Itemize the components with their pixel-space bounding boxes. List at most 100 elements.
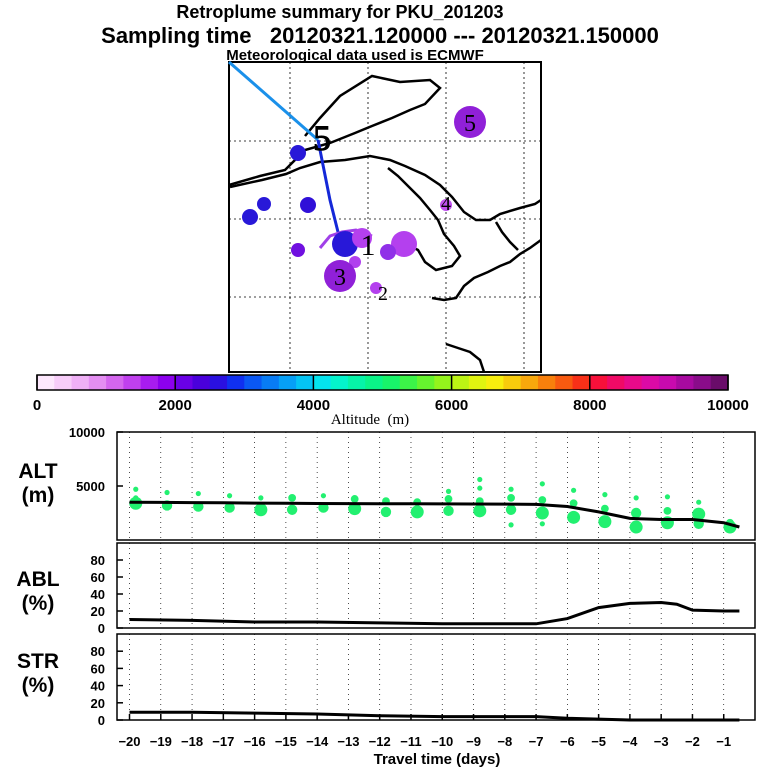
alt-point bbox=[505, 504, 517, 515]
colorbar-cell bbox=[693, 375, 712, 390]
alt-point bbox=[535, 506, 549, 520]
plume-marker bbox=[440, 199, 452, 211]
alt-point bbox=[195, 490, 201, 497]
alt-point bbox=[569, 499, 578, 508]
alt-point bbox=[630, 507, 642, 519]
colorbar-cell bbox=[209, 375, 228, 390]
alt-point bbox=[348, 502, 362, 516]
abl-ytick-label: 60 bbox=[91, 570, 105, 585]
x-tick-label: −9 bbox=[466, 734, 481, 749]
colorbar-cell bbox=[451, 375, 470, 390]
abl-ytick-label: 0 bbox=[98, 621, 105, 636]
alt-point bbox=[477, 476, 483, 483]
alt-point bbox=[696, 499, 702, 505]
alt-panel: 10000 5000 ALT (m) bbox=[18, 425, 756, 541]
alt-point bbox=[444, 495, 453, 503]
colorbar-cell bbox=[140, 375, 159, 390]
str-ytick-label: 20 bbox=[91, 696, 105, 711]
str-ytick-label: 80 bbox=[91, 644, 105, 659]
alt-point bbox=[633, 495, 639, 501]
alt-point bbox=[473, 504, 487, 518]
plume-marker bbox=[352, 228, 372, 248]
x-tick-label: −2 bbox=[685, 734, 700, 749]
x-tick-label: −11 bbox=[400, 734, 421, 749]
alt-ylabel-line-2: (m) bbox=[22, 484, 55, 507]
colorbar-cell bbox=[486, 375, 504, 390]
plume-label-5-outlined: 5 bbox=[313, 118, 331, 158]
colorbar-cell bbox=[261, 375, 280, 390]
x-tick-label: −20 bbox=[118, 734, 140, 749]
trajectory-line-light bbox=[228, 60, 319, 142]
alt-point bbox=[538, 496, 547, 504]
colorbar-cell bbox=[106, 375, 124, 390]
alt-point bbox=[410, 505, 424, 519]
colorbar-tick-label: 8000 bbox=[573, 397, 606, 414]
alt-point bbox=[508, 522, 514, 528]
colorbar-cell bbox=[520, 375, 539, 390]
x-tick-label: −13 bbox=[337, 734, 359, 749]
colorbar-tick-label: 0 bbox=[33, 397, 41, 414]
str-ylabel-line-2: (%) bbox=[22, 674, 55, 697]
colorbar-cell bbox=[658, 375, 677, 390]
alt-mean-line bbox=[129, 500, 740, 529]
colorbar-tick-label: 4000 bbox=[297, 397, 330, 414]
str-frame bbox=[116, 633, 756, 721]
x-tick-label: −6 bbox=[560, 734, 575, 749]
alt-frame bbox=[116, 431, 756, 541]
colorbar-cell bbox=[434, 375, 453, 390]
plume-marker bbox=[300, 197, 316, 213]
alt-ylabel-line-1: ALT bbox=[18, 460, 57, 483]
alt-ytick-label: 10000 bbox=[69, 425, 105, 440]
colorbar-cell bbox=[399, 375, 418, 390]
x-tick-label: −19 bbox=[150, 734, 172, 749]
plume-marker bbox=[242, 209, 258, 225]
alt-point bbox=[286, 504, 298, 515]
colorbar-cell bbox=[676, 375, 694, 390]
colorbar-cell bbox=[572, 375, 591, 390]
colorbar-tick-label: 6000 bbox=[435, 397, 468, 414]
colorbar-cell bbox=[313, 375, 332, 390]
alt-point bbox=[133, 495, 139, 501]
x-tick-label: −8 bbox=[497, 734, 512, 749]
colorbar-cell bbox=[365, 375, 383, 390]
colorbar-tick-label: 2000 bbox=[159, 397, 192, 414]
str-y-ticks: 80 60 40 20 0 bbox=[91, 644, 123, 728]
alt-point bbox=[226, 493, 233, 499]
plume-marker bbox=[257, 197, 271, 211]
x-tick-label: −10 bbox=[431, 734, 453, 749]
alt-point bbox=[629, 520, 643, 534]
alt-point bbox=[571, 487, 577, 493]
colorbar-cell bbox=[382, 375, 401, 390]
map-frame bbox=[228, 61, 542, 373]
colorbar-cell bbox=[503, 375, 522, 390]
x-tick-label: −1 bbox=[716, 734, 731, 749]
colorbar-cell bbox=[537, 375, 556, 390]
plume-marker bbox=[370, 282, 382, 294]
x-tick-label: −15 bbox=[275, 734, 297, 749]
abl-line bbox=[129, 600, 740, 626]
plume-marker-5-large bbox=[454, 106, 486, 138]
x-tick-label: −3 bbox=[654, 734, 669, 749]
alt-point bbox=[598, 515, 612, 529]
map-panel: 5 5 4 3 2 1 bbox=[228, 60, 542, 373]
colorbar-cell bbox=[641, 375, 660, 390]
abl-ylabel-line-2: (%) bbox=[22, 592, 55, 615]
colorbar-cell bbox=[71, 375, 90, 390]
colorbar-cell bbox=[192, 375, 211, 390]
alt-point bbox=[350, 495, 359, 503]
alt-point bbox=[288, 493, 297, 502]
plume-label-4: 4 bbox=[441, 193, 451, 215]
abl-ytick-label: 20 bbox=[91, 604, 105, 619]
x-tick-label: −4 bbox=[622, 734, 638, 749]
colorbar-cell bbox=[227, 375, 245, 390]
colorbar-cell bbox=[296, 375, 314, 390]
colorbar-cell bbox=[37, 375, 55, 390]
colorbar-ticks: 0 2000 4000 6000 8000 10000 bbox=[33, 375, 749, 414]
alt-point bbox=[539, 521, 545, 527]
plume-label-3: 3 bbox=[334, 265, 346, 291]
colorbar-cell bbox=[123, 375, 142, 390]
colorbar-tick-label: 10000 bbox=[707, 397, 749, 414]
str-ytick-label: 0 bbox=[98, 713, 105, 728]
